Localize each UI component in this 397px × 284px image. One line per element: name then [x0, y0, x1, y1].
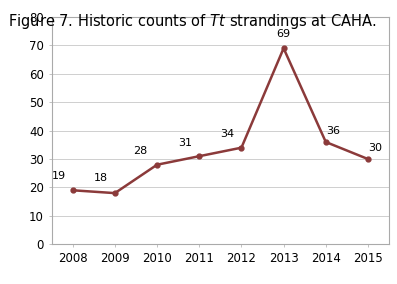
Text: 36: 36: [326, 126, 340, 136]
Text: Figure 7. Historic counts of $\mathit{Tt}$ strandings at CAHA.: Figure 7. Historic counts of $\mathit{Tt…: [8, 12, 376, 31]
Text: 18: 18: [94, 174, 108, 183]
Text: 30: 30: [368, 143, 382, 153]
Text: 34: 34: [220, 129, 235, 139]
Text: 28: 28: [133, 146, 148, 156]
Text: 19: 19: [52, 171, 66, 181]
Text: 69: 69: [277, 29, 291, 39]
Text: 31: 31: [178, 138, 193, 148]
